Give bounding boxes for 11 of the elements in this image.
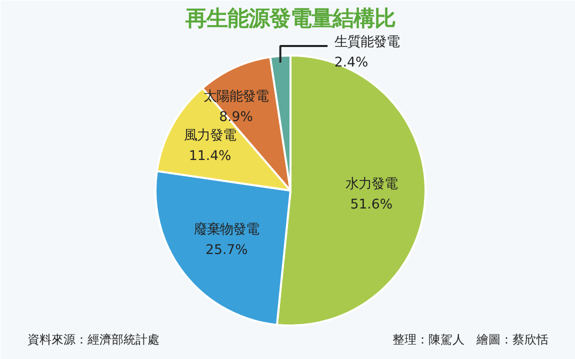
- slice-label: 生質能發電: [334, 35, 400, 50]
- source-note: 資料來源：經濟部統計處: [28, 332, 160, 346]
- data-label: 2.4%: [334, 56, 368, 70]
- data-label: 51.6%: [350, 197, 393, 212]
- slice-label: 水力發電: [345, 176, 398, 192]
- slice-label: 廢棄物發電: [194, 222, 260, 238]
- text: 整理：陳駕人 繪圖：蔡欣恬: [392, 332, 548, 346]
- data-label: 25.7%: [205, 243, 248, 258]
- chart-title: 再生能源發電量結構比: [184, 6, 396, 32]
- slice-label: 風力發電: [184, 128, 236, 144]
- data-label: 11.4%: [188, 148, 232, 164]
